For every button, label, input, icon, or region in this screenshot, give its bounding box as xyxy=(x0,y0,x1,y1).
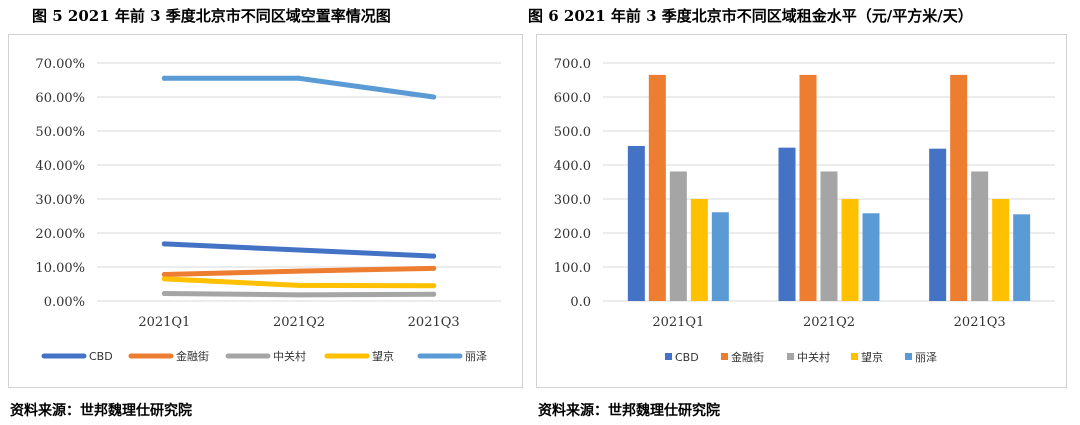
data-point xyxy=(431,265,437,271)
data-point xyxy=(296,292,302,298)
rent-bar-chart-panel: 0.0 100.0 200.0 300.0 400.0 500.0 600.0 700.0 20… xyxy=(536,34,1067,388)
data-point xyxy=(296,268,302,274)
x-tick-label: 2021Q3 xyxy=(954,315,1006,330)
data-point xyxy=(431,291,437,297)
legend-label: 金融街 xyxy=(176,349,209,363)
bar xyxy=(1013,214,1031,301)
data-point xyxy=(296,282,302,288)
legend-swatch xyxy=(721,353,728,360)
data-point xyxy=(431,283,437,289)
series-line xyxy=(161,75,437,100)
y-tick-label: 50.00% xyxy=(35,125,85,140)
legend-label: 中关村 xyxy=(797,350,830,364)
legend-swatch xyxy=(787,353,794,360)
y-tick-label: 10.00% xyxy=(35,261,85,276)
y-tick-label: 0.00% xyxy=(44,295,85,310)
data-point xyxy=(296,75,302,81)
data-point xyxy=(161,271,167,277)
x-tick-label: 2021Q1 xyxy=(652,315,704,330)
figure-6-title: 图 6 2021 年前 3 季度北京市不同区域租金水平（元/平方米/天） xyxy=(528,7,973,25)
y-tick-label: 300.0 xyxy=(554,193,591,208)
legend-swatch xyxy=(665,353,672,360)
bar xyxy=(690,199,708,301)
bar xyxy=(971,171,989,301)
data-point xyxy=(431,253,437,259)
legend-label: 望京 xyxy=(372,349,394,363)
legend-swatch xyxy=(851,353,858,360)
legend-label: 望京 xyxy=(861,350,883,364)
bar xyxy=(950,74,968,302)
bar xyxy=(669,171,687,301)
legend-label: CBD xyxy=(675,351,699,364)
y-tick-label: 200.0 xyxy=(554,227,591,242)
legend-label: 丽泽 xyxy=(915,351,937,364)
vacancy-line-chart-panel: 0.00% 10.00% 20.00% 30.00% 40.00% 50.00% 60.00… xyxy=(8,34,523,388)
bar xyxy=(929,148,947,301)
data-point xyxy=(161,75,167,81)
x-tick-label: 2021Q1 xyxy=(138,315,190,330)
y-tick-label: 20.00% xyxy=(35,227,85,242)
data-point xyxy=(296,247,302,253)
figure-5-title: 图 5 2021 年前 3 季度北京市不同区域空置率情况图 xyxy=(32,7,391,25)
x-tick-label: 2021Q2 xyxy=(273,315,325,330)
y-tick-label: 500.0 xyxy=(554,125,591,140)
legend-label: 中关村 xyxy=(273,349,306,363)
y-tick-label: 0.0 xyxy=(570,295,591,310)
y-tick-label: 70.00% xyxy=(35,57,85,72)
x-tick-label: 2021Q3 xyxy=(408,315,460,330)
legend-label: 丽泽 xyxy=(465,350,487,363)
bar xyxy=(820,171,838,301)
data-point xyxy=(161,276,167,282)
legend-swatch xyxy=(905,353,912,360)
figure-5-source: 资料来源：世邦魏理仕研究院 xyxy=(10,403,192,419)
legend-label: CBD xyxy=(89,350,113,363)
figure-6-source: 资料来源：世邦魏理仕研究院 xyxy=(538,403,720,419)
y-tick-label: 30.00% xyxy=(35,193,85,208)
bar xyxy=(799,74,817,302)
rent-bar-chart: 0.0 100.0 200.0 300.0 400.0 500.0 600.0 700.0 20… xyxy=(554,57,1055,364)
bar xyxy=(711,212,729,301)
data-point xyxy=(431,94,437,100)
y-tick-label: 600.0 xyxy=(554,91,591,106)
bar xyxy=(992,199,1010,301)
bar xyxy=(778,147,796,301)
y-tick-label: 40.00% xyxy=(35,159,85,174)
legend-label: 金融街 xyxy=(731,350,764,364)
data-point xyxy=(161,241,167,247)
bar xyxy=(648,74,666,302)
y-tick-label: 60.00% xyxy=(35,91,85,106)
data-point xyxy=(161,291,167,297)
x-tick-label: 2021Q2 xyxy=(803,315,855,330)
vacancy-line-chart: 0.00% 10.00% 20.00% 30.00% 40.00% 50.00% 60.00… xyxy=(35,57,501,363)
y-tick-label: 400.0 xyxy=(554,159,591,174)
bar xyxy=(627,145,645,301)
bar xyxy=(841,199,859,301)
y-tick-label: 100.0 xyxy=(554,261,591,276)
bar xyxy=(862,213,880,301)
y-tick-label: 700.0 xyxy=(554,57,591,72)
